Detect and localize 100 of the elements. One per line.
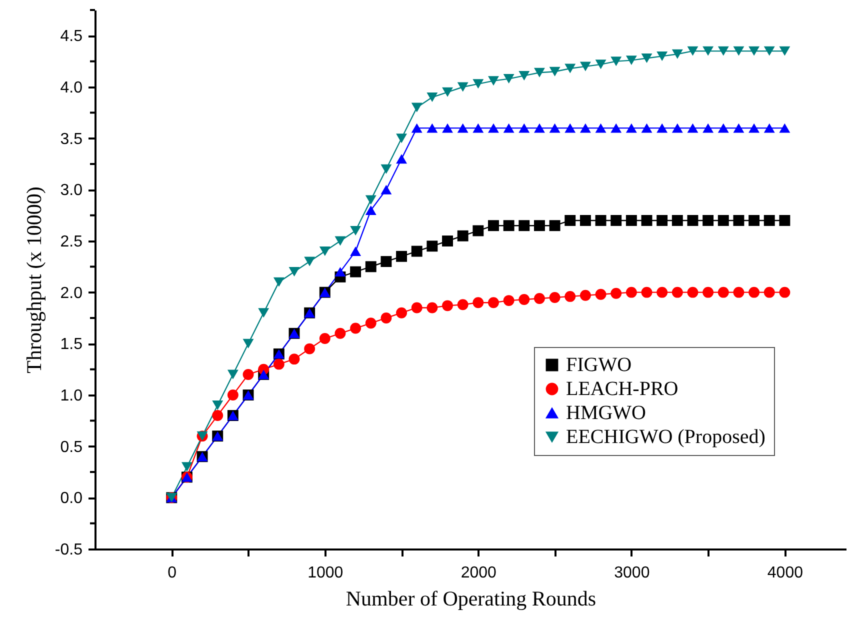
point (687, 286, 698, 298)
legend-label: FIGWO (566, 354, 632, 376)
point (258, 308, 270, 318)
point (580, 290, 591, 301)
y-tick-label: 0.0 (60, 490, 83, 508)
point (396, 154, 408, 164)
point (365, 261, 376, 272)
y-tick-label: 4.5 (60, 28, 83, 46)
point (534, 293, 545, 304)
point (518, 294, 530, 305)
legend-label: LEACH-PRO (566, 378, 678, 400)
point (626, 123, 637, 133)
point (733, 123, 744, 133)
point (273, 277, 284, 287)
point (764, 123, 775, 133)
point (411, 246, 422, 257)
point (411, 102, 422, 112)
y-tick-label: 3.5 (60, 130, 83, 148)
point (534, 68, 545, 78)
point (457, 299, 468, 310)
point (365, 318, 376, 329)
point (288, 354, 300, 365)
legend-label: HMGWO (566, 402, 646, 424)
y-tick-label: 4.0 (60, 80, 83, 96)
point (718, 214, 729, 226)
y-tick-label: 2.5 (60, 234, 83, 250)
point (534, 220, 545, 232)
point (334, 267, 346, 277)
point (764, 46, 775, 56)
point (426, 240, 438, 252)
point (779, 123, 790, 133)
point (442, 123, 453, 133)
point (610, 288, 622, 299)
point (687, 46, 698, 56)
point (411, 123, 422, 133)
point (779, 46, 790, 56)
point (718, 46, 729, 56)
point (549, 220, 560, 232)
point (472, 225, 484, 236)
y-tick-label: 1.5 (60, 336, 83, 354)
point (641, 286, 652, 298)
point (380, 312, 392, 324)
point (580, 123, 591, 133)
point (641, 123, 652, 133)
point (242, 338, 254, 348)
point (779, 214, 790, 226)
point (687, 123, 698, 133)
point (488, 76, 499, 86)
point (380, 256, 392, 268)
point (350, 266, 362, 278)
point (549, 292, 560, 303)
point (748, 123, 760, 133)
point (564, 123, 576, 133)
point (580, 214, 591, 226)
point (656, 214, 668, 226)
point (641, 214, 652, 226)
point (457, 123, 468, 133)
point (365, 205, 376, 215)
point (426, 92, 438, 102)
point (488, 220, 499, 232)
y-axis-title: Throughput (x 10000) (22, 186, 46, 374)
point (472, 123, 484, 133)
point (227, 370, 238, 380)
point (764, 214, 775, 226)
point (380, 164, 392, 174)
point (764, 286, 775, 298)
point (564, 214, 576, 226)
point (702, 214, 714, 226)
point (518, 70, 530, 80)
y-tick-label: -0.5 (54, 542, 83, 558)
point (411, 302, 422, 314)
point (733, 286, 744, 298)
y-tick-label: 3.0 (60, 182, 83, 200)
point (518, 123, 530, 133)
point (626, 214, 637, 226)
x-tick-label: 4000 (767, 564, 804, 582)
point (442, 300, 453, 312)
point (595, 214, 606, 226)
point (350, 322, 362, 334)
point (396, 250, 408, 262)
point (396, 134, 408, 144)
point (426, 123, 438, 133)
x-tick-label: 3000 (614, 564, 650, 582)
point (227, 390, 238, 400)
point (656, 286, 668, 298)
point (288, 267, 300, 277)
point (319, 246, 330, 256)
point (518, 220, 530, 232)
y-tick-label: 2.0 (60, 284, 83, 302)
legend-label: EECHIGWO (Proposed) (566, 426, 766, 448)
point (626, 286, 637, 298)
point (718, 123, 729, 133)
point (534, 123, 545, 133)
point (626, 56, 637, 66)
point (733, 46, 744, 56)
point (304, 256, 316, 266)
x-tick-label: 0 (168, 564, 177, 582)
point (273, 358, 284, 370)
point (610, 123, 622, 133)
point (702, 46, 714, 56)
